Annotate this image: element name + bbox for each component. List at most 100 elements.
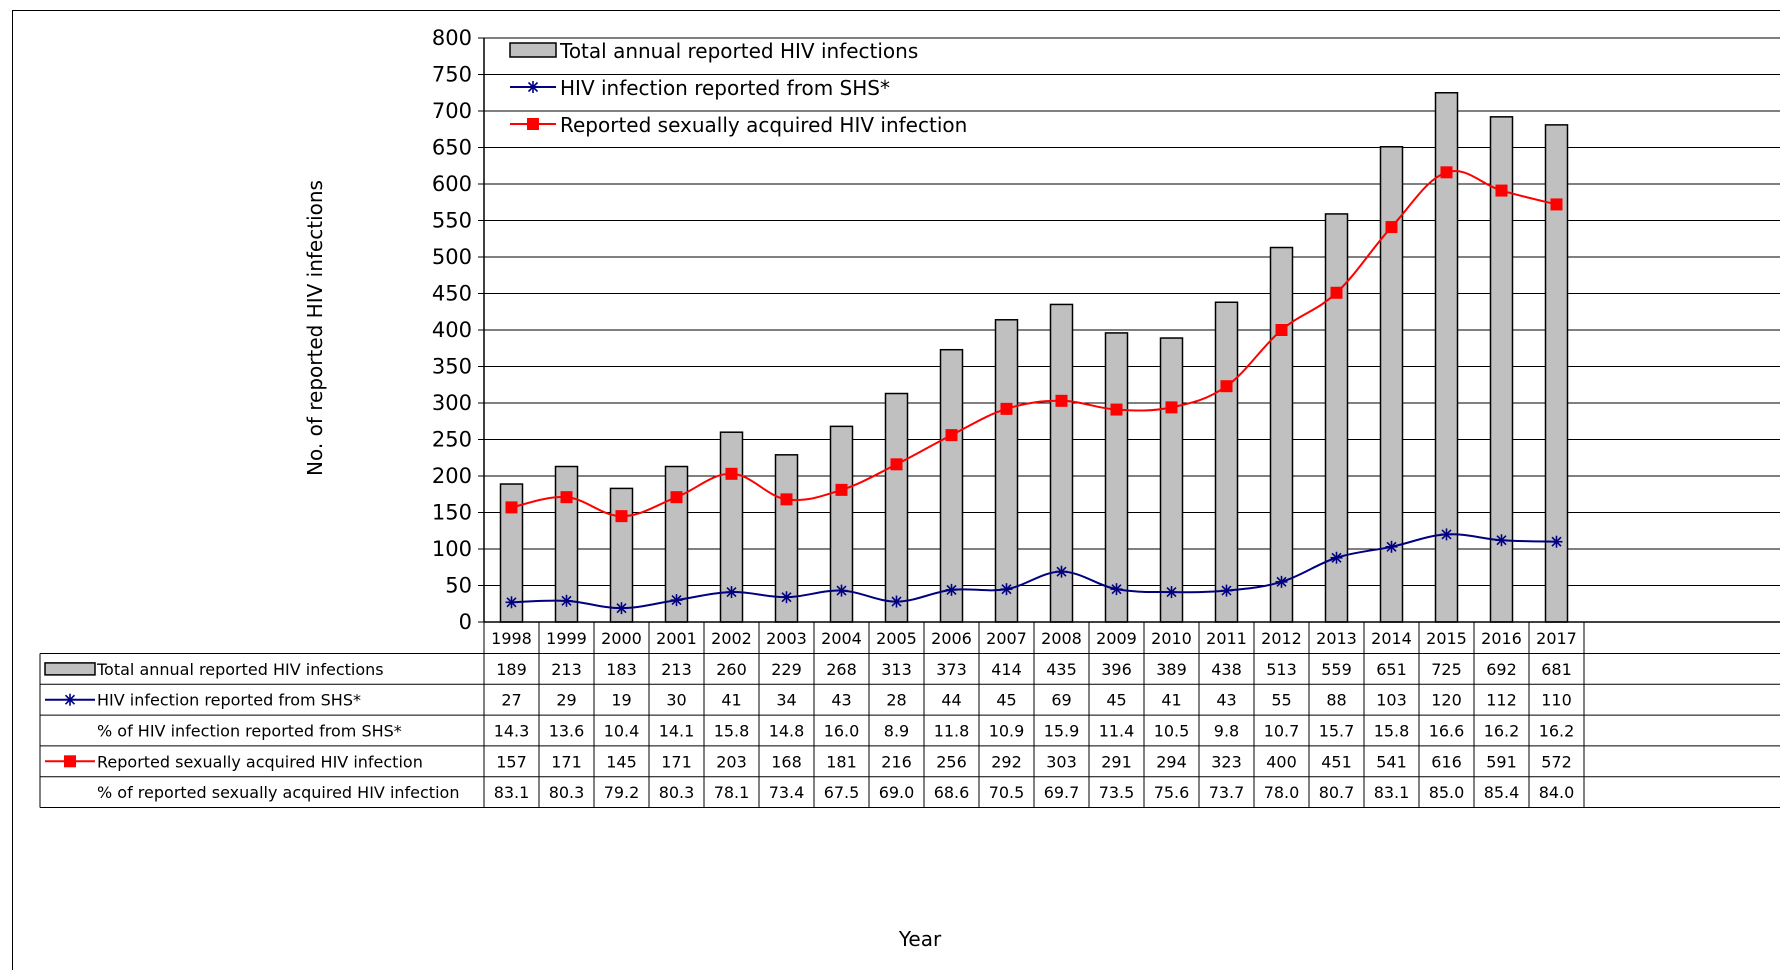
- table-cell: 9.8: [1214, 722, 1239, 741]
- table-cell: 83.1: [494, 783, 530, 802]
- table-cell: 28: [886, 691, 906, 710]
- table-cell: 11.4: [1099, 722, 1135, 741]
- bar: [939, 348, 964, 623]
- data-point: [1275, 324, 1288, 336]
- data-point: [615, 510, 628, 523]
- data-point: [1385, 221, 1398, 234]
- table-cell: 291: [1101, 752, 1132, 771]
- data-point: [780, 591, 793, 604]
- table-cell: 183: [606, 660, 637, 679]
- y-tick-label: 700: [432, 99, 472, 123]
- table-cell: 88: [1326, 691, 1346, 710]
- table-cell: 541: [1376, 752, 1407, 771]
- table-cell: 10.9: [989, 722, 1025, 741]
- table-cell: 400: [1266, 752, 1297, 771]
- table-cell: 294: [1156, 752, 1187, 771]
- table-cell: 313: [881, 660, 912, 679]
- table-cell: 10.5: [1154, 722, 1190, 741]
- data-point: [835, 584, 848, 597]
- table-cell: 181: [826, 752, 857, 771]
- table-cell: 171: [661, 752, 692, 771]
- x-tick-label: 2010: [1151, 629, 1192, 648]
- y-tick-label: 50: [445, 574, 472, 598]
- legend-label: Total annual reported HIV infections: [559, 39, 918, 63]
- table-cell: 70.5: [989, 783, 1025, 802]
- table-cell: 80.7: [1319, 783, 1355, 802]
- table-legend-marker: [64, 755, 76, 768]
- bar: [884, 392, 909, 623]
- table-row-label: HIV infection reported from SHS*: [97, 691, 361, 710]
- table-cell: 268: [826, 660, 857, 679]
- x-tick-label: 2013: [1316, 629, 1357, 648]
- table-cell: 19: [611, 691, 631, 710]
- table-row-label: Total annual reported HIV infections: [96, 660, 384, 679]
- x-tick-label: 2005: [876, 629, 917, 648]
- table-cell: 78.0: [1264, 783, 1300, 802]
- bar: [1159, 337, 1184, 623]
- table-cell: 14.3: [494, 722, 530, 741]
- table-cell: 75.6: [1154, 783, 1190, 802]
- table-cell: 45: [1106, 691, 1126, 710]
- table-cell: 16.0: [824, 722, 860, 741]
- data-point: [1550, 198, 1563, 211]
- table-cell: 29: [556, 691, 576, 710]
- table-cell: 73.5: [1099, 783, 1135, 802]
- table-cell: 73.7: [1209, 783, 1245, 802]
- table-cell: 203: [716, 752, 747, 771]
- data-point: [1055, 565, 1068, 578]
- table-cell: 41: [1161, 691, 1181, 710]
- bar: [1269, 246, 1294, 623]
- table-cell: 168: [771, 752, 802, 771]
- data-point: [1275, 575, 1288, 588]
- table-cell: 292: [991, 752, 1022, 771]
- x-tick-label: 2015: [1426, 629, 1467, 648]
- x-tick-label: 2011: [1206, 629, 1247, 648]
- x-tick-label: 2007: [986, 629, 1027, 648]
- table-cell: 45: [996, 691, 1016, 710]
- y-tick-label: 650: [432, 136, 472, 160]
- table-cell: 83.1: [1374, 783, 1410, 802]
- data-point: [505, 501, 518, 514]
- legend-marker: [527, 81, 539, 93]
- table-cell: 103: [1376, 691, 1407, 710]
- y-tick-label: 600: [432, 172, 472, 196]
- table-cell: 16.2: [1539, 722, 1575, 741]
- data-point: [560, 491, 573, 504]
- data-point: [505, 596, 518, 609]
- table-cell: 681: [1541, 660, 1572, 679]
- table-cell: 69.7: [1044, 783, 1080, 802]
- data-point: [1440, 528, 1453, 541]
- table-cell: 30: [666, 691, 686, 710]
- x-tick-label: 2002: [711, 629, 752, 648]
- table-cell: 41: [721, 691, 741, 710]
- table-cell: 15.7: [1319, 722, 1355, 741]
- table-cell: 69.0: [879, 783, 915, 802]
- x-tick-label: 2003: [766, 629, 807, 648]
- legend-label: Reported sexually acquired HIV infection: [560, 113, 967, 137]
- table-cell: 572: [1541, 752, 1572, 771]
- y-tick-label: 750: [432, 63, 472, 87]
- table-cell: 396: [1101, 660, 1132, 679]
- x-tick-label: 2016: [1481, 629, 1522, 648]
- data-point: [780, 493, 793, 506]
- y-tick-label: 0: [459, 610, 472, 634]
- data-point: [1055, 394, 1068, 407]
- data-point: [1000, 583, 1013, 596]
- y-tick-label: 500: [432, 245, 472, 269]
- data-point: [1495, 534, 1508, 547]
- x-tick-label: 2004: [821, 629, 862, 648]
- table-cell: 55: [1271, 691, 1291, 710]
- data-point: [1165, 586, 1178, 599]
- data-point: [945, 583, 958, 596]
- table-cell: 435: [1046, 660, 1077, 679]
- bar: [1104, 332, 1129, 623]
- table-cell: 213: [661, 660, 692, 679]
- x-tick-label: 1998: [491, 629, 532, 648]
- data-point: [890, 595, 903, 608]
- table-cell: 13.6: [549, 722, 585, 741]
- table-cell: 559: [1321, 660, 1352, 679]
- chart-frame: [12, 10, 1780, 970]
- table-cell: 85.0: [1429, 783, 1465, 802]
- legend-swatch: [509, 42, 557, 58]
